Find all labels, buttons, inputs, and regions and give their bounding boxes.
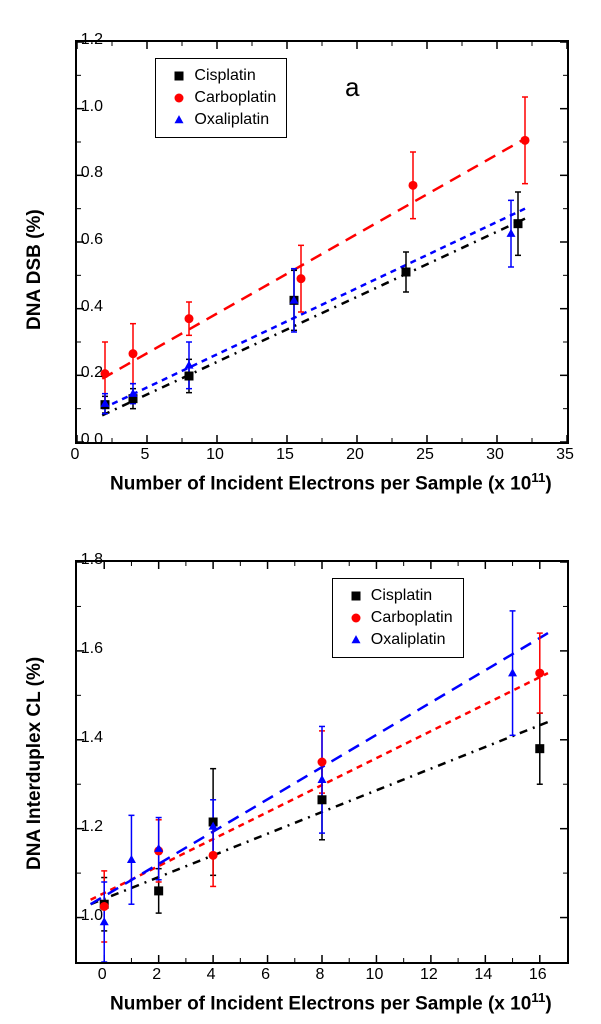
legend-label: Cisplatin — [371, 587, 432, 605]
legend-label: Carboplatin — [371, 609, 453, 627]
ytick-label: 0.6 — [81, 231, 103, 249]
ytick-label: 1.8 — [81, 551, 103, 569]
panel-label-a: a — [345, 72, 359, 103]
legend-item: Carboplatin — [164, 87, 276, 109]
legend-item: Cisplatin — [164, 65, 276, 87]
xtick-label: 5 — [141, 446, 150, 464]
xtick-label: 8 — [316, 966, 325, 984]
panel-b: b Cisplatin Carboplatin Oxaliplatin — [75, 560, 569, 964]
plot-b — [77, 562, 567, 962]
legend-label: Cisplatin — [194, 67, 255, 85]
ylabel-a: DNA DSB (%) — [24, 209, 46, 330]
xtick-label: 6 — [261, 966, 270, 984]
ytick-label: 1.2 — [81, 31, 103, 49]
xtick-label: 10 — [206, 446, 224, 464]
xtick-label: 35 — [556, 446, 574, 464]
legend-label: Oxaliplatin — [371, 631, 446, 649]
ytick-label: 0.4 — [81, 298, 103, 316]
legend-item: Carboplatin — [341, 607, 453, 629]
legend-item: Oxaliplatin — [164, 109, 276, 131]
ytick-label: 0.8 — [81, 164, 103, 182]
xtick-label: 10 — [366, 966, 384, 984]
xtick-label: 0 — [71, 446, 80, 464]
ytick-label: 1.0 — [81, 98, 103, 116]
legend-label: Carboplatin — [194, 89, 276, 107]
xlabel-a: Number of Incident Electrons per Sample … — [110, 470, 552, 495]
legend-label: Oxaliplatin — [194, 111, 269, 129]
xtick-label: 12 — [420, 966, 438, 984]
xtick-label: 15 — [276, 446, 294, 464]
legend-b: Cisplatin Carboplatin Oxaliplatin — [332, 578, 464, 658]
xtick-label: 20 — [346, 446, 364, 464]
ylabel-b: DNA Interduplex CL (%) — [24, 657, 46, 870]
legend-item: Oxaliplatin — [341, 629, 453, 651]
xtick-label: 14 — [474, 966, 492, 984]
ytick-label: 1.4 — [81, 729, 103, 747]
legend-a: Cisplatin Carboplatin Oxaliplatin — [155, 58, 287, 138]
xtick-label: 25 — [416, 446, 434, 464]
xtick-label: 16 — [529, 966, 547, 984]
xtick-label: 0 — [98, 966, 107, 984]
panel-a: a Cisplatin Carboplatin Oxaliplatin — [75, 40, 569, 444]
xtick-label: 30 — [486, 446, 504, 464]
legend-item: Cisplatin — [341, 585, 453, 607]
figure: DNA DSB (%) a Cisplatin Carboplatin Oxal… — [0, 0, 601, 1024]
xtick-label: 4 — [207, 966, 216, 984]
ytick-label: 0.2 — [81, 364, 103, 382]
xlabel-b: Number of Incident Electrons per Sample … — [110, 990, 552, 1015]
xtick-label: 2 — [152, 966, 161, 984]
ytick-label: 1.6 — [81, 640, 103, 658]
ytick-label: 1.0 — [81, 907, 103, 925]
ytick-label: 1.2 — [81, 818, 103, 836]
plot-a — [77, 42, 567, 442]
ytick-label: 0.0 — [81, 431, 103, 449]
